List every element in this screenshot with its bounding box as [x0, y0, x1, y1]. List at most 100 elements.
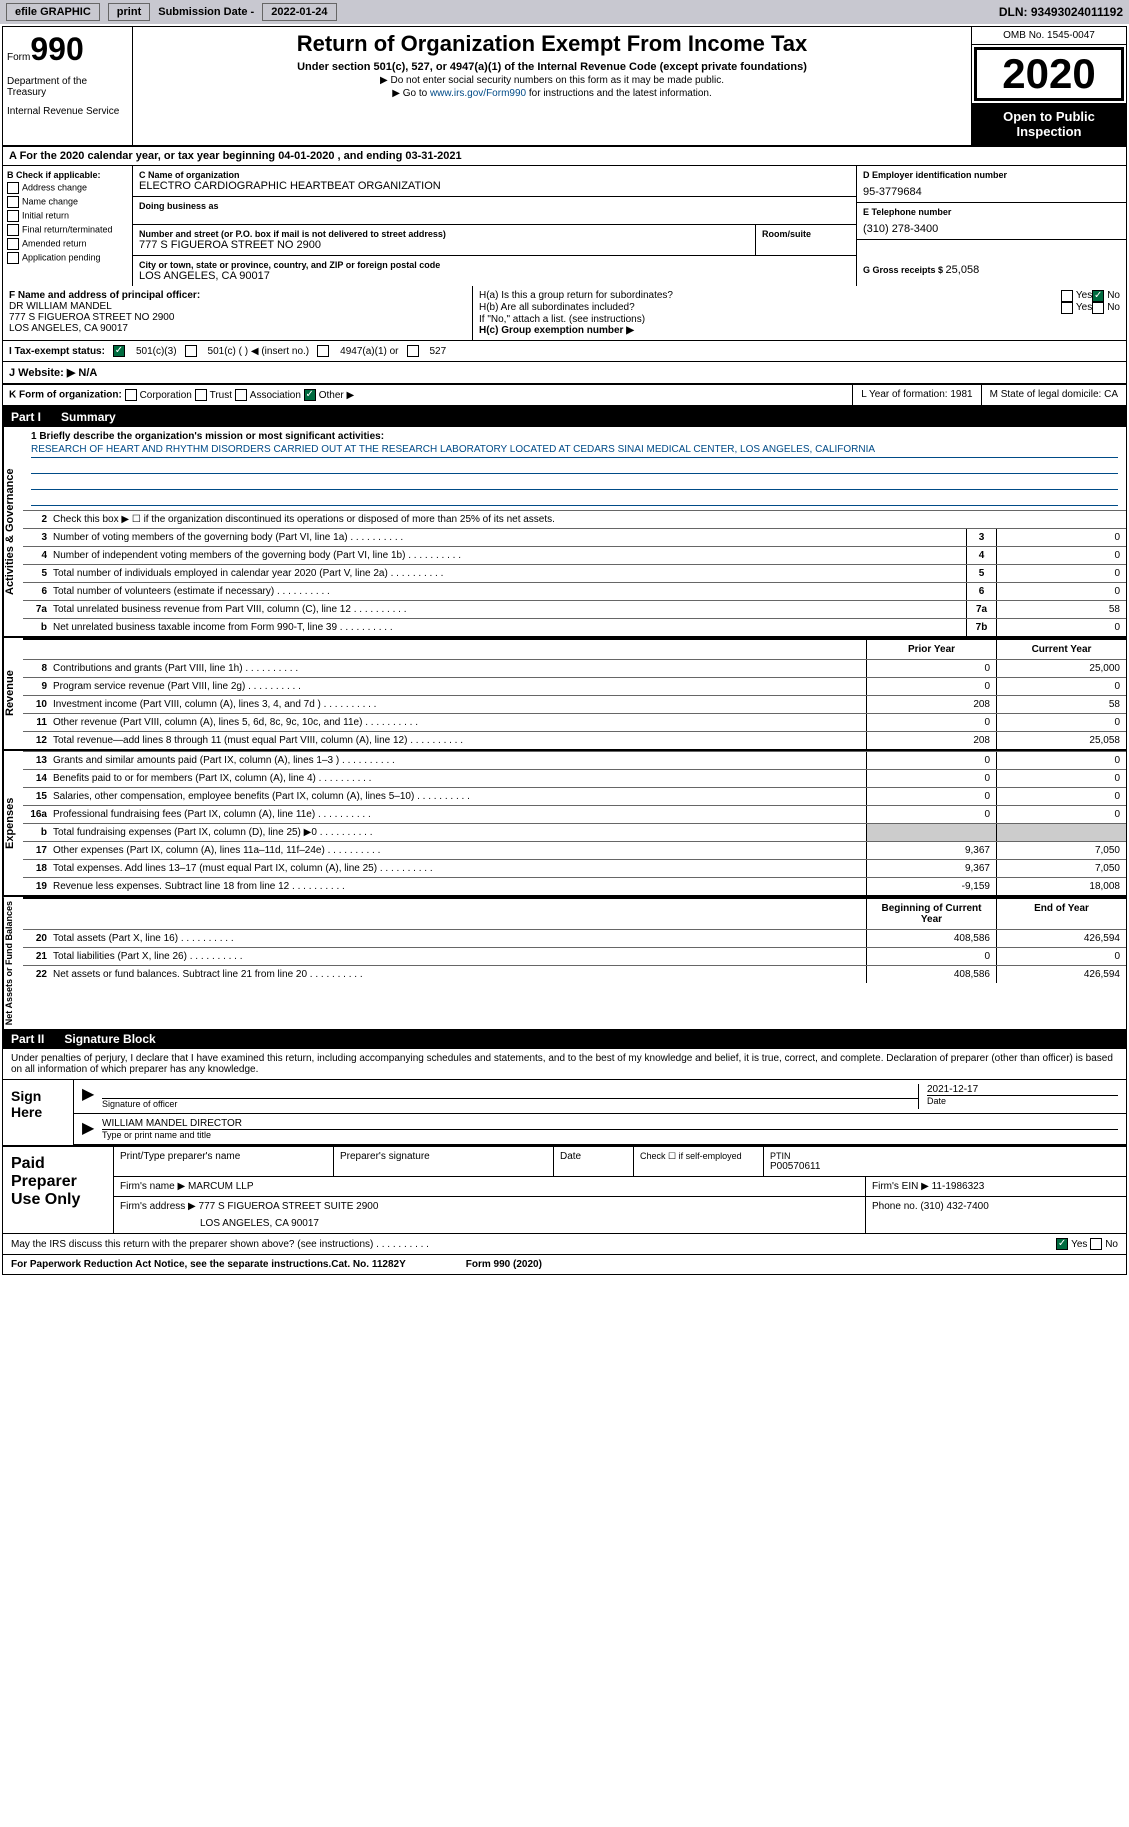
- line-value: 0: [996, 565, 1126, 582]
- k-opt-checkbox[interactable]: ✓: [304, 389, 316, 401]
- header-mid: Return of Organization Exempt From Incom…: [133, 27, 971, 145]
- addr-label: Number and street (or P.O. box if mail i…: [139, 229, 749, 239]
- prep-date-label: Date: [554, 1147, 634, 1176]
- prior-value: 208: [866, 696, 996, 713]
- sig-arrow-icon: ▶: [82, 1084, 102, 1109]
- form-number: 990: [30, 31, 83, 67]
- phone-value: (310) 278-3400: [863, 223, 1120, 235]
- prior-value: 0: [866, 770, 996, 787]
- firm-addr: 777 S FIGUEROA STREET SUITE 2900: [199, 1201, 379, 1212]
- prior-value: 408,586: [866, 966, 996, 983]
- year-formation: L Year of formation: 1981: [852, 385, 980, 405]
- column-de: D Employer identification number 95-3779…: [856, 166, 1126, 286]
- officer-label: F Name and address of principal officer:: [9, 290, 466, 301]
- org-name-label: C Name of organization: [139, 170, 850, 180]
- current-value: 7,050: [996, 842, 1126, 859]
- k-opt-checkbox[interactable]: [195, 389, 207, 401]
- line-desc: Total fundraising expenses (Part IX, col…: [53, 824, 866, 841]
- k-opt-checkbox[interactable]: [235, 389, 247, 401]
- current-value: 58: [996, 696, 1126, 713]
- current-value: 18,008: [996, 878, 1126, 895]
- check-icon[interactable]: [7, 252, 19, 264]
- begin-year-header: Beginning of Current Year: [866, 899, 996, 929]
- prep-name-label: Print/Type preparer's name: [114, 1147, 334, 1176]
- firm-ein: 11-1986323: [932, 1181, 985, 1192]
- line-desc: Revenue less expenses. Subtract line 18 …: [53, 878, 866, 895]
- firm-phone-label: Phone no.: [872, 1201, 918, 1212]
- line-desc: Professional fundraising fees (Part IX, …: [53, 806, 866, 823]
- line-desc: Benefits paid to or for members (Part IX…: [53, 770, 866, 787]
- form990-link[interactable]: www.irs.gov/Form990: [430, 88, 526, 99]
- line-desc: Net assets or fund balances. Subtract li…: [53, 966, 866, 983]
- line-desc: Investment income (Part VIII, column (A)…: [53, 696, 866, 713]
- 527-checkbox[interactable]: [407, 345, 419, 357]
- line-desc: Total assets (Part X, line 16): [53, 930, 866, 947]
- print-button[interactable]: print: [108, 3, 150, 21]
- line-value: 58: [996, 601, 1126, 618]
- line-desc: Other revenue (Part VIII, column (A), li…: [53, 714, 866, 731]
- governance-label: Activities & Governance: [3, 427, 23, 636]
- 501c-checkbox[interactable]: [185, 345, 197, 357]
- form-990: Form990 Department of the Treasury Inter…: [2, 26, 1127, 1275]
- line-desc: Net unrelated business taxable income fr…: [53, 619, 966, 636]
- subdate-label: Submission Date -: [158, 6, 254, 18]
- line-value: 0: [996, 619, 1126, 636]
- form-word: Form: [7, 52, 30, 63]
- k-row: K Form of organization: Corporation Trus…: [3, 385, 852, 405]
- firm-addr-label: Firm's address ▶: [120, 1201, 196, 1212]
- check-icon[interactable]: [7, 210, 19, 222]
- ein-value: 95-3779684: [863, 186, 1120, 198]
- form-title: Return of Organization Exempt From Incom…: [137, 31, 967, 57]
- current-value: 7,050: [996, 860, 1126, 877]
- check-icon[interactable]: [7, 196, 19, 208]
- check-icon[interactable]: [7, 182, 19, 194]
- hb-yes-checkbox[interactable]: [1061, 302, 1073, 314]
- line-value: 0: [996, 547, 1126, 564]
- officer-block: F Name and address of principal officer:…: [3, 286, 473, 340]
- prior-value: 0: [866, 752, 996, 769]
- checkbox-item: Name change: [7, 196, 128, 208]
- k-label: K Form of organization:: [9, 390, 122, 401]
- addr-value: 777 S FIGUEROA STREET NO 2900: [139, 239, 749, 251]
- prior-value: 0: [866, 948, 996, 965]
- line-box: 6: [966, 583, 996, 600]
- prep-check-label: Check ☐ if self-employed: [634, 1147, 764, 1176]
- 4947-checkbox[interactable]: [317, 345, 329, 357]
- tax-status-row: I Tax-exempt status: ✓501(c)(3) 501(c) (…: [3, 341, 1126, 362]
- 501c3-checkbox[interactable]: ✓: [113, 345, 125, 357]
- current-value: 426,594: [996, 930, 1126, 947]
- k-opt-checkbox[interactable]: [125, 389, 137, 401]
- h-block: H(a) Is this a group return for subordin…: [473, 286, 1126, 340]
- mission-text: RESEARCH OF HEART AND RHYTHM DISORDERS C…: [31, 442, 1118, 458]
- hb-no-checkbox[interactable]: [1092, 302, 1104, 314]
- mission-block: 1 Briefly describe the organization's mi…: [23, 427, 1126, 510]
- line-desc: Total liabilities (Part X, line 26): [53, 948, 866, 965]
- ha-yes-checkbox[interactable]: [1061, 290, 1073, 302]
- check-icon[interactable]: [7, 224, 19, 236]
- hc-label: H(c) Group exemption number ▶: [479, 325, 1120, 336]
- receipts-value: 25,058: [946, 264, 980, 276]
- current-value: 0: [996, 806, 1126, 823]
- instr-2: ▶ Go to www.irs.gov/Form990 for instruct…: [137, 88, 967, 99]
- line-desc: Total unrelated business revenue from Pa…: [53, 601, 966, 618]
- ein-label: D Employer identification number: [863, 170, 1120, 180]
- hb-note: If "No," attach a list. (see instruction…: [479, 314, 1120, 325]
- end-year-header: End of Year: [996, 899, 1126, 929]
- checkbox-item: Application pending: [7, 252, 128, 264]
- irs-label: Internal Revenue Service: [7, 106, 128, 117]
- prior-value: 0: [866, 660, 996, 677]
- firm-label: Firm's name ▶: [120, 1181, 185, 1192]
- check-icon[interactable]: [7, 238, 19, 250]
- prior-value: -9,159: [866, 878, 996, 895]
- sig-date-value: 2021-12-17: [927, 1084, 1118, 1095]
- line-desc: Other expenses (Part IX, column (A), lin…: [53, 842, 866, 859]
- discuss-yes-checkbox[interactable]: ✓: [1056, 1238, 1068, 1250]
- officer-addr: 777 S FIGUEROA STREET NO 2900: [9, 312, 466, 323]
- ha-no-checkbox[interactable]: ✓: [1092, 290, 1104, 302]
- discuss-no-checkbox[interactable]: [1090, 1238, 1102, 1250]
- org-name: ELECTRO CARDIOGRAPHIC HEARTBEAT ORGANIZA…: [139, 180, 850, 192]
- prior-value: [866, 824, 996, 841]
- checkbox-item: Final return/terminated: [7, 224, 128, 236]
- sig-name-label: Type or print name and title: [102, 1129, 1118, 1140]
- netassets-label: Net Assets or Fund Balances: [3, 897, 23, 1029]
